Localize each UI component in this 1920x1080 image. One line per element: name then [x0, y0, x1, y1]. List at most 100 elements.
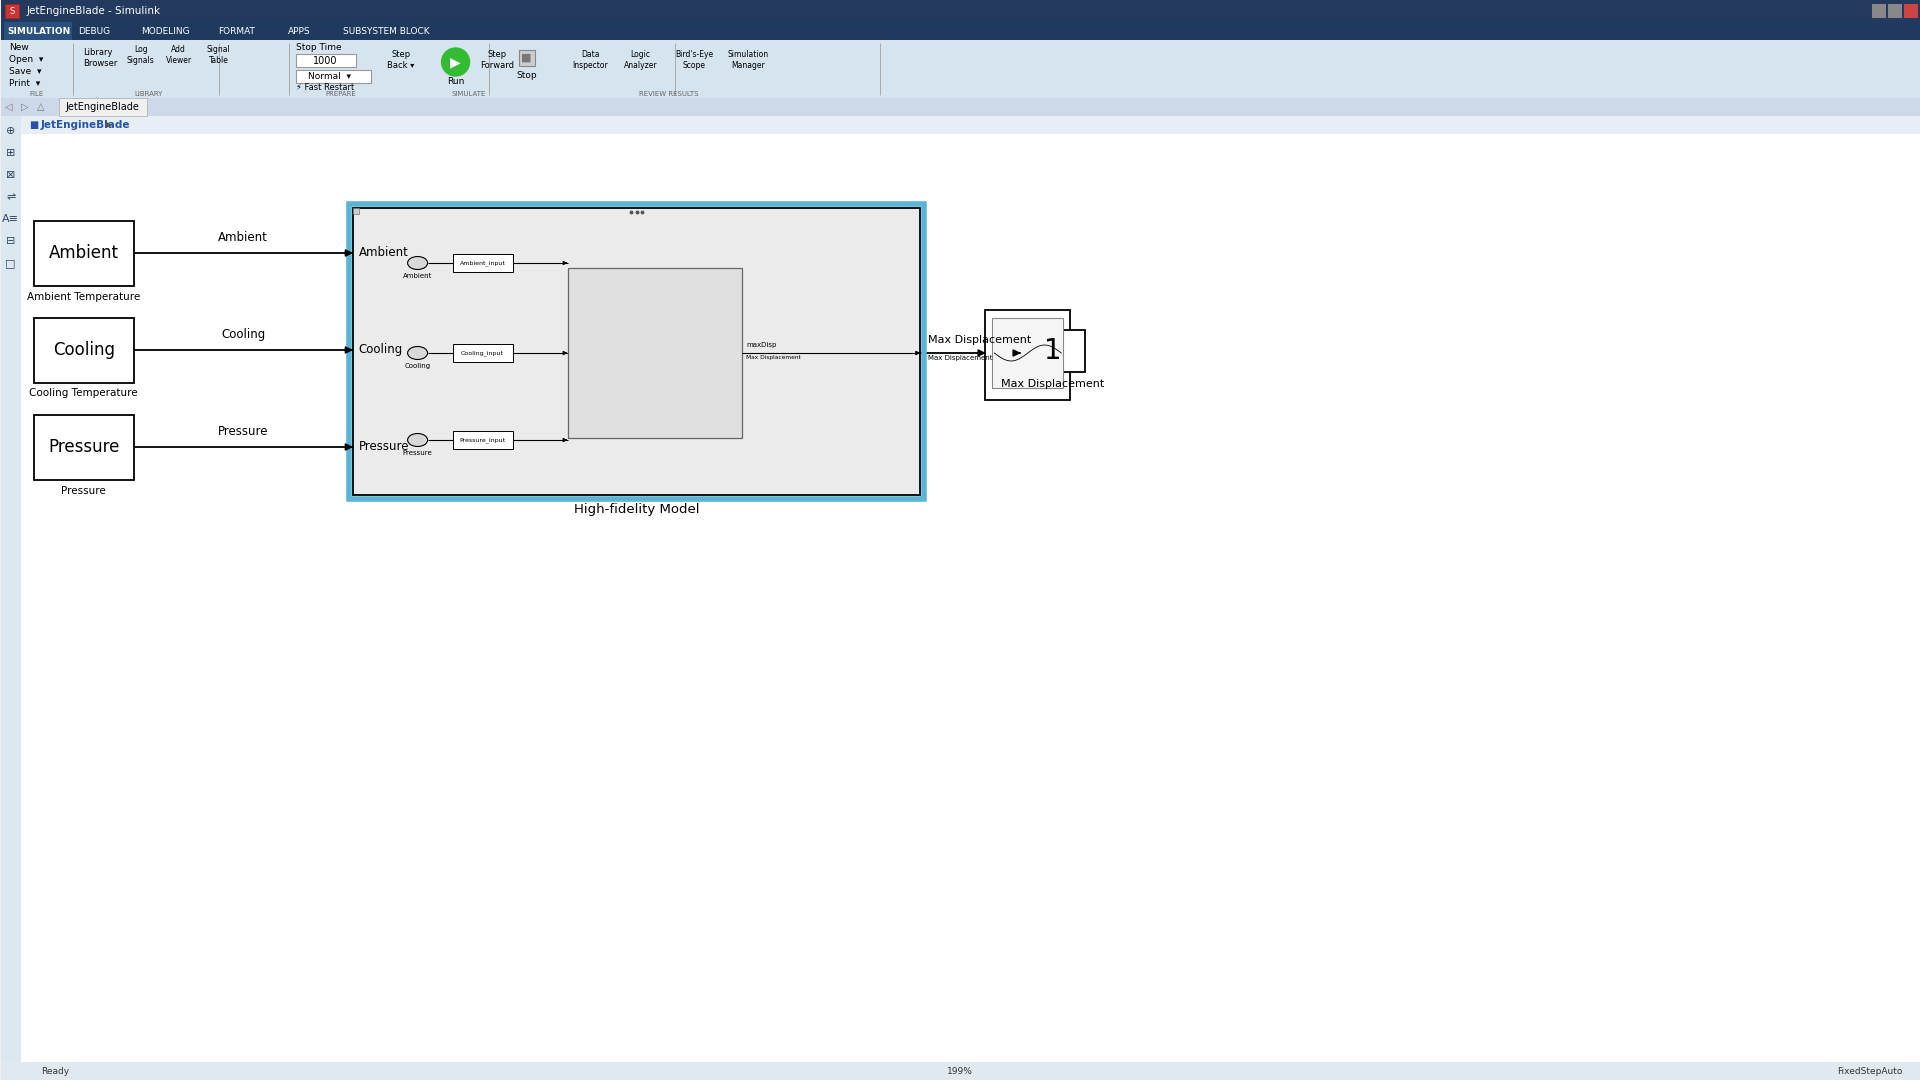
Text: JetEngineBlade: JetEngineBlade [65, 102, 140, 112]
Text: Pressure: Pressure [359, 441, 409, 454]
Text: Print  ▾: Print ▾ [10, 80, 40, 89]
Text: Signal
Table: Signal Table [207, 45, 230, 65]
Bar [296, 54, 355, 67]
Bar [985, 310, 1069, 400]
Text: JetEngineBlade: JetEngineBlade [40, 120, 131, 130]
Text: ⇌: ⇌ [6, 192, 15, 202]
Text: SUBSYSTEM BLOCK: SUBSYSTEM BLOCK [342, 27, 430, 36]
Text: ⊟: ⊟ [6, 237, 15, 246]
Text: Library
Browser: Library Browser [83, 49, 117, 68]
Text: Ambient: Ambient [48, 244, 119, 262]
Ellipse shape [407, 347, 428, 360]
Bar [353, 208, 359, 214]
Text: ⊠: ⊠ [6, 170, 15, 180]
Text: SIMULATION: SIMULATION [8, 27, 71, 36]
Text: maxDisp: maxDisp [747, 342, 778, 348]
Text: Log
Signals: Log Signals [127, 45, 156, 65]
Text: Pressure: Pressure [403, 450, 432, 456]
Text: Open  ▾: Open ▾ [10, 55, 42, 65]
Circle shape [442, 48, 470, 76]
Text: ▶: ▶ [451, 55, 461, 69]
Text: APPS: APPS [288, 27, 311, 36]
Text: SIMULATE: SIMULATE [451, 91, 486, 97]
Text: A≡: A≡ [2, 214, 19, 224]
Text: ⊞: ⊞ [6, 148, 15, 158]
Text: Normal  ▾: Normal ▾ [307, 72, 351, 81]
Text: Max Displacement: Max Displacement [747, 355, 801, 360]
Ellipse shape [407, 256, 428, 270]
Text: Step
Back ▾: Step Back ▾ [388, 51, 415, 70]
Text: Cooling_input: Cooling_input [461, 350, 505, 355]
Text: ■: ■ [522, 53, 532, 63]
Text: Ambient: Ambient [403, 273, 432, 279]
Text: 1000: 1000 [313, 55, 338, 66]
Bar [21, 134, 1920, 1062]
Text: DEBUG: DEBUG [77, 27, 109, 36]
Bar [353, 208, 920, 495]
Bar [0, 40, 1920, 98]
Text: Cooling: Cooling [405, 363, 430, 369]
Text: Step
Forward: Step Forward [480, 51, 515, 70]
Text: High-fidelity Model: High-fidelity Model [574, 502, 699, 515]
Text: Max Displacement: Max Displacement [929, 355, 993, 361]
Text: ▶: ▶ [106, 121, 111, 130]
Text: Pressure: Pressure [217, 426, 269, 438]
Bar [568, 268, 743, 438]
Bar [453, 254, 513, 272]
Text: ▷: ▷ [21, 102, 29, 112]
Bar [349, 204, 924, 499]
Text: Stop Time: Stop Time [296, 43, 342, 53]
Text: JetEngineBlade - Simulink: JetEngineBlade - Simulink [27, 6, 161, 16]
Bar [35, 415, 134, 480]
Text: Logic
Analyzer: Logic Analyzer [624, 51, 657, 70]
Text: Data
Inspector: Data Inspector [572, 51, 609, 70]
Bar [296, 70, 371, 83]
Text: Add
Viewer: Add Viewer [165, 45, 192, 65]
Text: Cooling: Cooling [359, 343, 403, 356]
Text: 1: 1 [1044, 337, 1062, 365]
Bar [0, 0, 1920, 22]
Bar [21, 116, 1920, 134]
Bar [0, 1062, 1920, 1080]
Text: Save  ▾: Save ▾ [10, 67, 40, 77]
Text: Ambient_input: Ambient_input [459, 260, 505, 266]
Bar [993, 318, 1064, 388]
Bar [0, 22, 1920, 40]
Text: New: New [10, 43, 29, 53]
Bar [1905, 4, 1918, 18]
Bar [4, 4, 19, 18]
Text: S: S [10, 6, 13, 15]
Text: Ambient: Ambient [219, 231, 269, 244]
Text: Simulation
Manager: Simulation Manager [728, 51, 770, 70]
Text: Stop: Stop [516, 70, 538, 80]
Text: Cooling: Cooling [52, 341, 115, 359]
Text: Bird's-Eye
Scope: Bird's-Eye Scope [676, 51, 714, 70]
Text: PREPARE: PREPARE [324, 91, 355, 97]
Text: FixedStepAuto: FixedStepAuto [1837, 1067, 1903, 1076]
Bar [1887, 4, 1903, 18]
Bar [453, 345, 513, 362]
Text: Pressure: Pressure [61, 486, 106, 496]
Text: Max Displacement: Max Displacement [929, 335, 1031, 345]
Bar [1020, 330, 1085, 372]
Text: □: □ [6, 258, 15, 268]
Text: Pressure: Pressure [48, 438, 119, 456]
Bar [518, 50, 534, 66]
Text: Cooling Temperature: Cooling Temperature [29, 389, 138, 399]
Bar [35, 318, 134, 382]
Text: Pressure_input: Pressure_input [459, 437, 505, 443]
Text: Ambient Temperature: Ambient Temperature [27, 292, 140, 301]
Bar [4, 22, 71, 40]
Bar [453, 431, 513, 449]
Text: Cooling: Cooling [221, 328, 265, 341]
Text: FORMAT: FORMAT [217, 27, 255, 36]
Bar [35, 220, 134, 285]
Ellipse shape [407, 433, 428, 446]
Text: ⚡ Fast Restart: ⚡ Fast Restart [296, 83, 353, 93]
Bar [0, 116, 21, 1080]
Text: ◁: ◁ [6, 102, 13, 112]
Bar [1872, 4, 1885, 18]
Text: LIBRARY: LIBRARY [134, 91, 163, 97]
Text: Run: Run [447, 78, 465, 86]
Text: 199%: 199% [947, 1067, 973, 1076]
